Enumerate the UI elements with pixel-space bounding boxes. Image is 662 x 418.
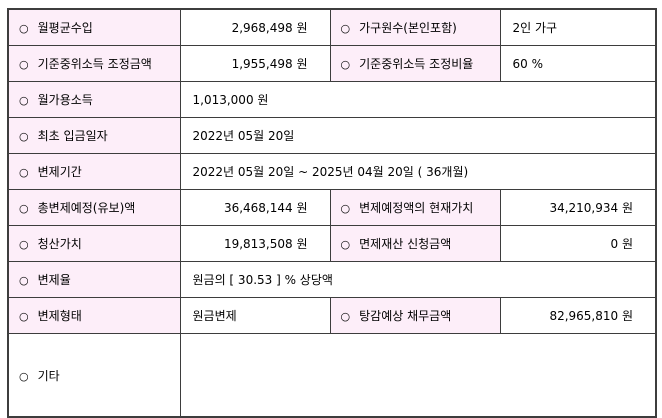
row-monthly-average-income: ○ 월평균수입 2,968,498 원 ○ 가구원수(본인포함) 2인 가구 [7,8,657,46]
circle-bullet-icon: ○ [19,130,29,143]
row-standard-median-income-adjustment: ○ 기준중위소득 조정금액 1,955,498 원 ○ 기준중위소득 조정비율 60… [7,45,657,82]
value-cell: 19,813,508 원 [179,225,331,262]
circle-bullet-icon: ○ [19,94,29,107]
row-label: 기준중위소득 조정비율 [359,57,474,71]
row-label-cell: ○ 총변제예정(유보)액 [7,189,181,226]
value-cell: 2022년 05월 20일 [179,117,657,154]
row-label: 변제기간 [37,165,82,179]
row-label-cell: ○ 청산가치 [7,225,181,262]
value-cell [179,333,657,418]
row-repayment-rate: ○ 변제율 원금의 [ 30.53 ] % 상당액 [7,261,657,298]
circle-bullet-icon: ○ [19,369,29,383]
circle-bullet-icon: ○ [340,238,351,251]
value-cell: 34,210,934 원 [499,189,657,226]
circle-bullet-icon: ○ [19,238,29,251]
row-repayment-period: ○ 변제기간 2022년 05월 20일 ~ 2025년 04월 20일 ( 36… [7,153,657,190]
row-label: 기준중위소득 조정금액 [37,57,152,71]
row-total-expected-repayment: ○ 총변제예정(유보)액 36,468,144 원 ○ 변제예정액의 현재가치 34… [7,189,657,226]
row-label: 총변제예정(유보)액 [37,201,136,215]
row-label-cell: ○ 면제재산 신청금액 [329,225,501,262]
value-cell: 2022년 05월 20일 ~ 2025년 04월 20일 ( 36개월) [179,153,657,190]
row-label-cell: ○ 기타 [7,333,181,418]
row-label-cell: ○ 최초 입금일자 [7,117,181,154]
row-label: 월가용소득 [37,93,93,107]
value-cell: 원금변제 [179,297,331,334]
value-cell: 1,013,000 원 [179,81,657,118]
row-label-cell: ○ 기준중위소득 조정금액 [7,45,181,82]
row-etc: ○ 기타 [7,333,657,418]
value-cell: 0 원 [499,225,657,262]
circle-bullet-icon: ○ [340,310,351,323]
row-repayment-type: ○ 변제형태 원금변제 ○ 탕감예상 채무금액 82,965,810 원 [7,297,657,334]
value-cell: 82,965,810 원 [499,297,657,334]
circle-bullet-icon: ○ [19,22,29,35]
row-label: 청산가치 [37,237,82,251]
row-label-cell: ○ 기준중위소득 조정비율 [329,45,501,82]
row-label-cell: ○ 월가용소득 [7,81,181,118]
row-label-cell: ○ 변제형태 [7,297,181,334]
value-cell: 원금의 [ 30.53 ] % 상당액 [179,261,657,298]
row-label: 변제형태 [37,309,82,323]
row-label: 월평균수입 [37,21,93,35]
circle-bullet-icon: ○ [19,202,29,215]
row-label: 변제율 [37,273,71,287]
value-cell: 1,955,498 원 [179,45,331,82]
row-label: 탕감예상 채무금액 [359,309,452,323]
row-monthly-available-income: ○ 월가용소득 1,013,000 원 [7,81,657,118]
circle-bullet-icon: ○ [340,58,351,71]
row-label-cell: ○ 탕감예상 채무금액 [329,297,501,334]
circle-bullet-icon: ○ [340,202,351,215]
row-label-cell: ○ 변제기간 [7,153,181,190]
row-first-deposit-date: ○ 최초 입금일자 2022년 05월 20일 [7,117,657,154]
row-label: 가구원수(본인포함) [359,21,457,35]
repayment-plan-summary-table: ○ 월평균수입 2,968,498 원 ○ 가구원수(본인포함) 2인 가구 ○ 기준… [7,8,657,418]
row-label-cell: ○ 가구원수(본인포함) [329,8,501,46]
value-cell: 2,968,498 원 [179,8,331,46]
circle-bullet-icon: ○ [19,310,29,323]
row-liquidation-value: ○ 청산가치 19,813,508 원 ○ 면제재산 신청금액 0 원 [7,225,657,262]
row-label: 변제예정액의 현재가치 [359,201,474,215]
row-label: 최초 입금일자 [37,129,108,143]
circle-bullet-icon: ○ [19,274,29,287]
value-cell: 36,468,144 원 [179,189,331,226]
row-label: 기타 [37,368,60,383]
circle-bullet-icon: ○ [19,58,29,71]
row-label-cell: ○ 변제율 [7,261,181,298]
repayment-plan-summary-page: ○ 월평균수입 2,968,498 원 ○ 가구원수(본인포함) 2인 가구 ○ 기준… [7,8,657,418]
value-cell: 60 % [499,45,657,82]
row-label-cell: ○ 월평균수입 [7,8,181,46]
circle-bullet-icon: ○ [340,22,351,35]
row-label: 면제재산 신청금액 [359,237,452,251]
row-label-cell: ○ 변제예정액의 현재가치 [329,189,501,226]
circle-bullet-icon: ○ [19,166,29,179]
value-cell: 2인 가구 [499,8,657,46]
